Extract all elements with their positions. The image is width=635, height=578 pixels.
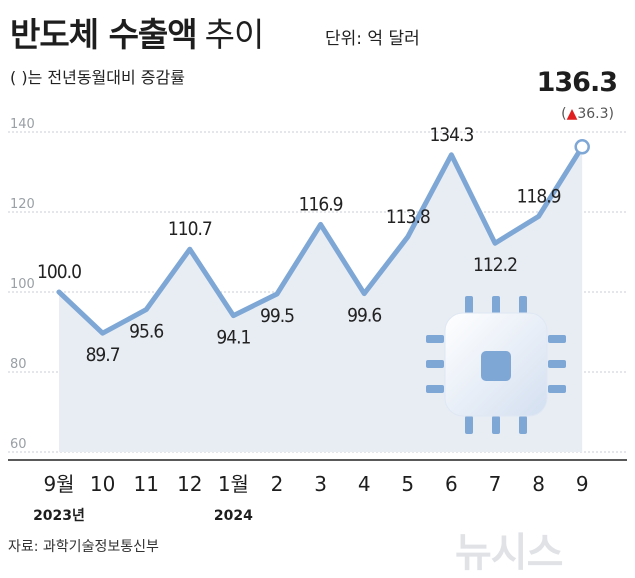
yoy-change-label: (▲36.3) — [561, 106, 614, 122]
data-label: 113.8 — [386, 206, 430, 228]
data-label: 112.2 — [473, 254, 517, 276]
y-tick-label: 80 — [10, 357, 27, 372]
x-tick-label: 3 — [314, 472, 327, 496]
line-layer — [56, 139, 590, 336]
x-tick-label: 9 — [576, 472, 589, 496]
x-tick-label: 7 — [489, 472, 502, 496]
up-arrow-icon: ▲ — [567, 106, 578, 122]
source-note: 자료: 과학기술정보통신부 — [8, 539, 159, 555]
watermark-logo: 뉴시스 — [455, 530, 563, 576]
y-tick-label: 100 — [10, 277, 35, 292]
chart-svg: 60 80 100 120 140 100.0 89.7 95.6 110.7 94.1 9 — [8, 67, 627, 524]
last-value-label: 136.3 — [537, 67, 617, 98]
data-label: 116.9 — [299, 193, 343, 215]
x-tick-label: 11 — [133, 472, 158, 496]
x-tick-label: 5 — [401, 472, 414, 496]
chip-icon — [426, 296, 566, 434]
x-tick-label: 4 — [358, 472, 371, 496]
data-label: 95.6 — [129, 321, 163, 343]
y-tick-label: 60 — [10, 437, 27, 452]
data-label: 99.6 — [347, 305, 381, 327]
x-tick-label: 8 — [532, 472, 545, 496]
axis-layer: 9월 10 11 12 1월 2 3 4 5 6 7 8 9 2023년 2024 — [8, 459, 627, 524]
x-tick-label: 1월 — [218, 472, 249, 496]
year-label: 2023년 — [33, 508, 85, 524]
y-tick-label: 140 — [10, 117, 35, 132]
data-label: 94.1 — [216, 327, 250, 349]
title-bold: 반도체 수출액 — [10, 15, 198, 54]
data-label: 110.7 — [168, 218, 212, 240]
data-label: 118.9 — [517, 185, 561, 207]
unit-label: 단위: 억 달러 — [325, 29, 420, 49]
subtitle: ( )는 전년동월대비 증감률 — [10, 68, 185, 87]
y-tick-label: 120 — [10, 197, 35, 212]
data-label: 89.7 — [86, 344, 120, 366]
data-label: 100.0 — [37, 261, 81, 283]
data-label: 99.5 — [260, 305, 294, 327]
last-point-marker — [574, 139, 590, 155]
year-label: 2024 — [214, 508, 253, 524]
title-light: 추이 — [204, 15, 265, 54]
series-line — [56, 144, 585, 336]
x-tick-label: 2 — [271, 472, 284, 496]
chart-title: 반도체 수출액 추이 — [10, 8, 265, 56]
data-label: 134.3 — [429, 124, 473, 146]
x-tick-label: 12 — [177, 472, 202, 496]
x-tick-label: 6 — [445, 472, 458, 496]
x-tick-label: 10 — [90, 472, 115, 496]
x-tick-label: 9월 — [43, 472, 74, 496]
label-layer: 100.0 89.7 95.6 110.7 94.1 99.5 116.9 99.6 113.8… — [37, 67, 618, 366]
